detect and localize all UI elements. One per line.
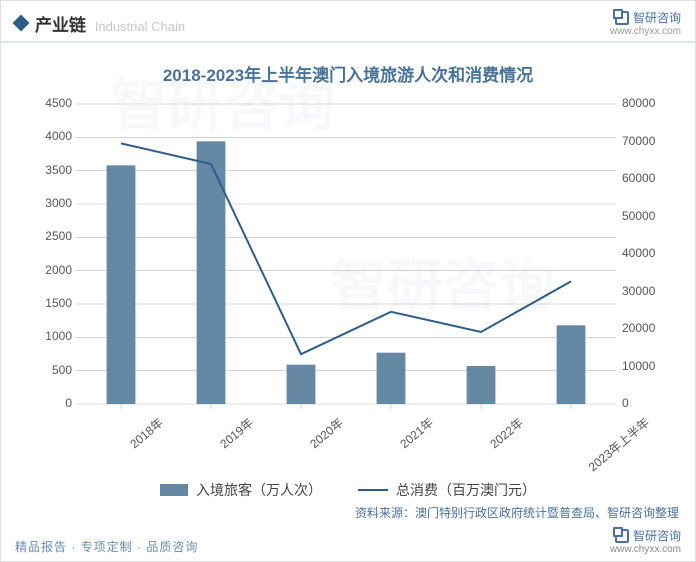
- legend-bar: 入境旅客（万人次）: [160, 480, 322, 500]
- y-right-tick: 0: [622, 396, 629, 410]
- page-footer: 精品报告 · 专项定制 · 品质咨询 智研咨询 www.chyxx.com: [15, 527, 681, 555]
- y-right-tick: 70000: [622, 134, 655, 148]
- y-right-tick: 20000: [622, 321, 655, 335]
- y-left-tick: 2000: [45, 263, 72, 277]
- footer-url: www.chyxx.com: [610, 544, 681, 555]
- y-left-tick: 1000: [45, 329, 72, 343]
- footer-logo-icon: [615, 529, 629, 543]
- y-right-tick: 30000: [622, 284, 655, 298]
- header-title-cn: 产业链: [35, 16, 86, 35]
- chart-title: 2018-2023年上半年澳门入境旅游人次和消费情况: [1, 61, 695, 86]
- y-left-tick: 1500: [45, 296, 72, 310]
- legend-bar-swatch-icon: [160, 484, 188, 496]
- y-right-tick: 50000: [622, 209, 655, 223]
- legend-line: 总消费（百万澳门元）: [358, 480, 536, 500]
- brand-logo-icon: [615, 11, 629, 25]
- y-right-tick: 80000: [622, 96, 655, 110]
- y-left-tick: 2500: [45, 229, 72, 243]
- chart-svg: [28, 94, 668, 424]
- y-left-tick: 4000: [45, 129, 72, 143]
- footer-tagline: 精品报告 · 专项定制 · 品质咨询: [15, 538, 198, 555]
- brand-block: 智研咨询 www.chyxx.com: [610, 9, 681, 37]
- legend-line-label: 总消费（百万澳门元）: [396, 480, 536, 500]
- footer-brand: 智研咨询: [633, 527, 681, 544]
- brand-name: 智研咨询: [633, 9, 681, 26]
- chart-source: 资料来源：澳门特别行政区政府统计暨普查局、智研咨询整理: [1, 500, 695, 521]
- y-left-tick: 3000: [45, 196, 72, 210]
- y-left-tick: 3500: [45, 163, 72, 177]
- y-right-tick: 10000: [622, 359, 655, 373]
- header-title-en: Industrial Chain: [95, 19, 185, 34]
- y-right-tick: 40000: [622, 246, 655, 260]
- header-title: 产业链 Industrial Chain: [35, 11, 185, 36]
- diamond-icon: [13, 15, 30, 32]
- y-left-tick: 0: [65, 396, 72, 410]
- chart-plot: 0 500 1000 1500 2000 2500 3000 3500 4000 4500 0 10…: [28, 94, 668, 424]
- y-right-tick: 60000: [622, 171, 655, 185]
- chart-legend: 入境旅客（万人次） 总消费（百万澳门元）: [1, 480, 695, 500]
- y-left-tick: 4500: [45, 96, 72, 110]
- legend-line-swatch-icon: [358, 489, 388, 491]
- legend-bar-label: 入境旅客（万人次）: [196, 480, 322, 500]
- section-header: 产业链 Industrial Chain 智研咨询 www.chyxx.com: [1, 1, 695, 43]
- y-left-tick: 500: [52, 363, 72, 377]
- brand-url: www.chyxx.com: [610, 26, 681, 37]
